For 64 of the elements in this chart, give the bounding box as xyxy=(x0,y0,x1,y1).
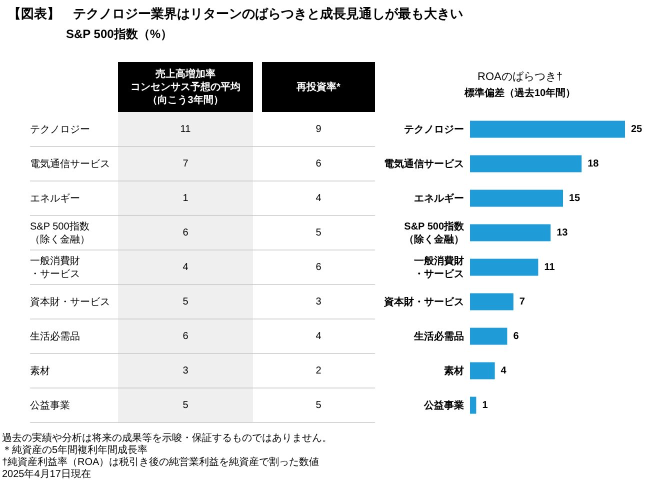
data-label: 1 xyxy=(182,192,189,204)
data-label: 5 xyxy=(182,296,189,308)
data-label: 6 xyxy=(182,227,189,238)
bar xyxy=(470,190,563,207)
text: 2025年4月17日現在 xyxy=(2,468,91,480)
data-label: 6 xyxy=(513,330,520,342)
series-label: 売上高増加率コンセンサス予想の平均（向こう3年間） xyxy=(130,68,240,106)
bar xyxy=(470,396,476,414)
bar xyxy=(470,155,582,172)
y-tick-label: 公益事業 xyxy=(423,398,464,411)
chart-subtitle: 標準偏差（過去10年間） xyxy=(463,87,576,99)
data-label: 3 xyxy=(182,365,189,376)
data-label: 4 xyxy=(316,330,322,342)
data-label: 9 xyxy=(316,124,322,135)
category-label: テクノロジー xyxy=(30,124,90,135)
bar xyxy=(470,120,625,138)
data-label: 7 xyxy=(519,296,526,308)
y-tick-label: 素材 xyxy=(444,364,464,376)
bar xyxy=(470,258,538,276)
data-label: 11 xyxy=(180,124,192,135)
data-label: 5 xyxy=(182,400,189,411)
category-label: 一般消費財・サービス xyxy=(30,254,80,280)
y-tick-label: 資本財・サービス xyxy=(383,295,464,308)
category-label: エネルギー xyxy=(30,192,80,204)
data-label: 5 xyxy=(316,227,322,238)
data-label: 4 xyxy=(316,192,322,204)
bar xyxy=(470,362,495,380)
data-label: 4 xyxy=(182,262,189,273)
category-label: S&P 500指数（除く金融） xyxy=(30,220,90,245)
data-label: 3 xyxy=(316,296,322,308)
data-label: 11 xyxy=(544,262,556,273)
data-label: 6 xyxy=(182,330,189,342)
text: S&P 500指数（%） xyxy=(66,27,172,41)
text: 【図表】 テクノロジー業界はリターンのばらつきと成長見通しが最も大きい xyxy=(8,6,463,21)
data-label: 25 xyxy=(631,124,643,135)
bar xyxy=(470,328,508,345)
text: 再投資率* xyxy=(296,80,341,93)
data-label: 1 xyxy=(482,400,488,411)
category-label: 素材 xyxy=(30,364,50,376)
category-label: 生活必需品 xyxy=(30,330,80,342)
data-label: 6 xyxy=(316,158,322,170)
y-tick-label: S&P 500指数（除く金融） xyxy=(404,220,465,245)
text: 過去の実績や分析は将来の成果等を示唆・保証するものではありません。 xyxy=(2,432,332,444)
data-label: 2 xyxy=(316,365,322,376)
y-tick-label: テクノロジー xyxy=(404,124,464,135)
data-label: 15 xyxy=(569,192,581,204)
category-label: 電気通信サービス xyxy=(30,157,110,170)
data-label: 4 xyxy=(500,365,507,376)
y-tick-label: エネルギー xyxy=(414,192,464,204)
data-label: 7 xyxy=(182,158,189,170)
data-label: 18 xyxy=(588,158,600,170)
text: ＊純資産の5年間複利年間成長率 xyxy=(2,444,148,456)
category-label: 公益事業 xyxy=(30,398,70,411)
text: †純資産利益率（ROA）は税引き後の純営業利益を純資産で割った数値 xyxy=(2,456,320,468)
bar xyxy=(470,224,551,242)
data-label: 6 xyxy=(316,262,322,273)
bar xyxy=(470,293,514,310)
y-tick-label: 生活必需品 xyxy=(413,330,464,342)
data-label: 5 xyxy=(316,400,322,411)
data-label: 13 xyxy=(556,227,568,238)
y-tick-label: 電気通信サービス xyxy=(384,157,464,170)
chart-title: ROAのばらつき† xyxy=(478,71,562,83)
y-tick-label: 一般消費財・サービス xyxy=(414,254,464,280)
category-label: 資本財・サービス xyxy=(30,295,110,308)
